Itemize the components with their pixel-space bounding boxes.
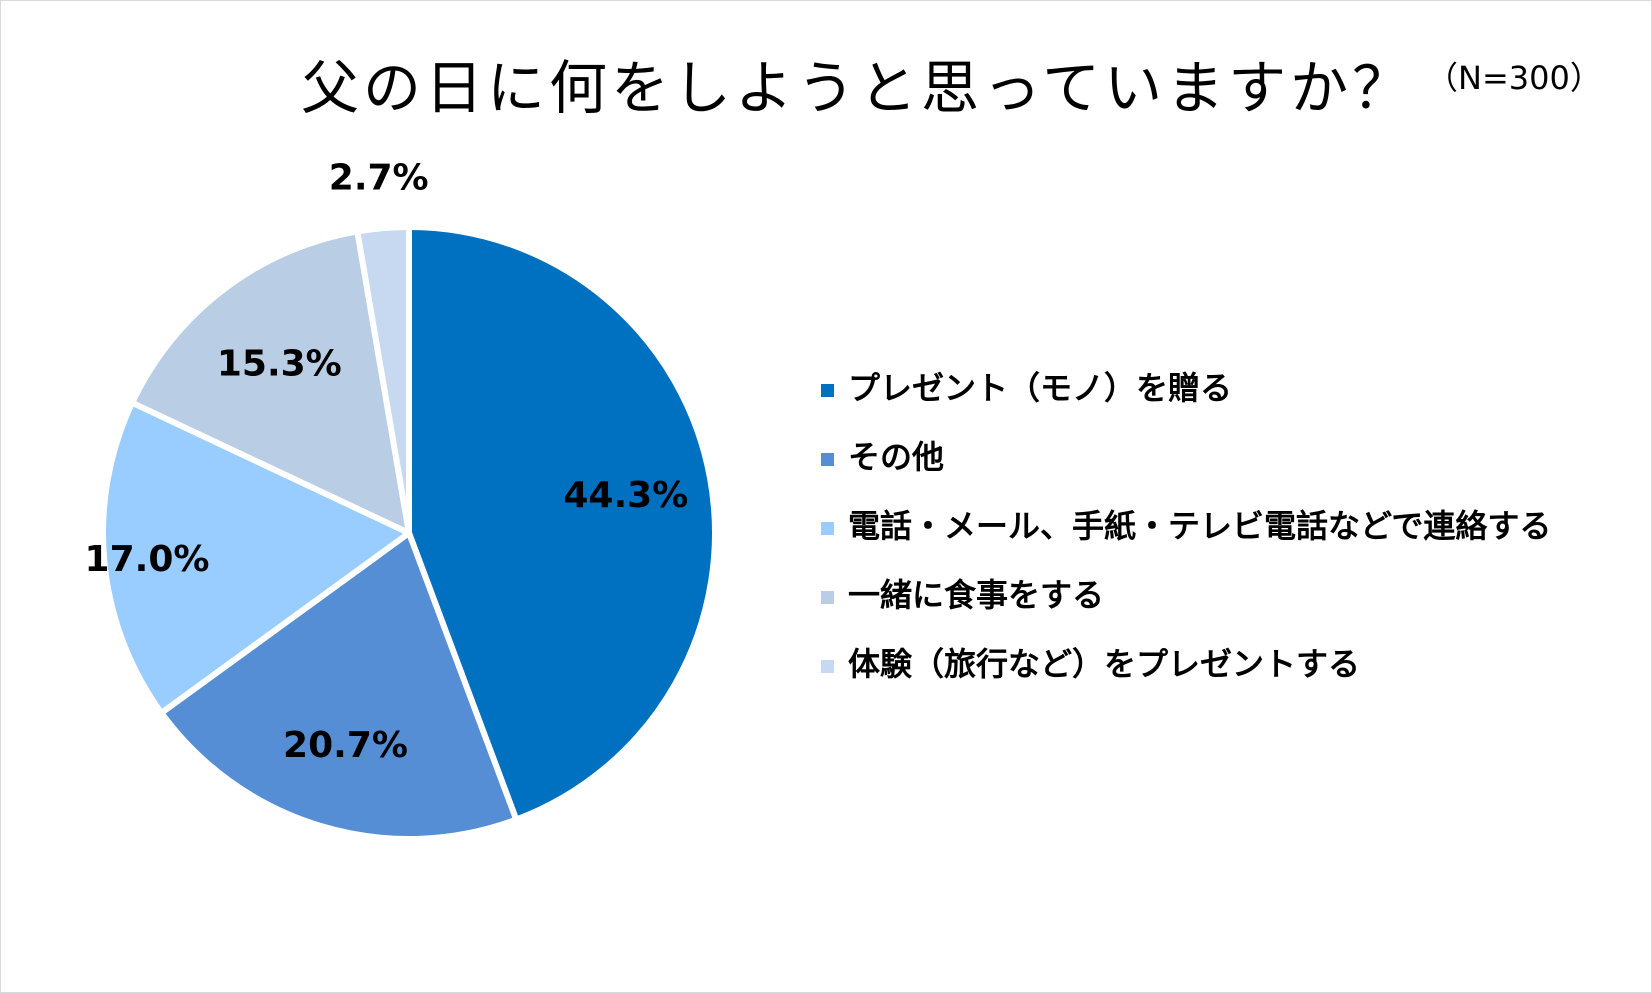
legend-item: 体験（旅行など）をプレゼントする: [821, 639, 1551, 708]
pie-slice: [406, 224, 718, 823]
slice-value-label: 15.3%: [217, 344, 342, 385]
legend-label: プレゼント（モノ）を贈る: [848, 369, 1233, 407]
pie-slice: [158, 530, 520, 842]
legend-swatch: [821, 384, 834, 397]
sample-size-note: （N=300）: [1426, 59, 1602, 97]
chart-title: 父の日に何をしようと思っていますか？: [301, 54, 1415, 122]
legend-label: その他: [848, 438, 945, 476]
legend-item: その他: [821, 432, 1551, 501]
legend: プレゼント（モノ）を贈る その他 電話・メール、手紙・テレビ電話などで連絡する …: [821, 363, 1551, 708]
legend-swatch: [821, 660, 834, 673]
legend-item: プレゼント（モノ）を贈る: [821, 363, 1551, 432]
slice-value-label: 17.0%: [85, 539, 210, 580]
legend-item: 一緒に食事をする: [821, 570, 1551, 639]
slice-value-label: 44.3%: [563, 475, 688, 516]
legend-label: 体験（旅行など）をプレゼントする: [848, 645, 1361, 683]
legend-label: 電話・メール、手紙・テレビ電話などで連絡する: [848, 507, 1552, 545]
legend-swatch: [821, 522, 834, 535]
legend-item: 電話・メール、手紙・テレビ電話などで連絡する: [821, 501, 1551, 570]
legend-swatch: [821, 591, 834, 604]
slice-value-label: 20.7%: [283, 725, 408, 766]
legend-swatch: [821, 453, 834, 466]
pie-slice: [354, 224, 412, 536]
legend-label: 一緒に食事をする: [848, 576, 1105, 614]
pie-slice: [100, 399, 412, 716]
pie-slice: [129, 228, 412, 536]
slice-value-label: 2.7%: [329, 157, 429, 198]
